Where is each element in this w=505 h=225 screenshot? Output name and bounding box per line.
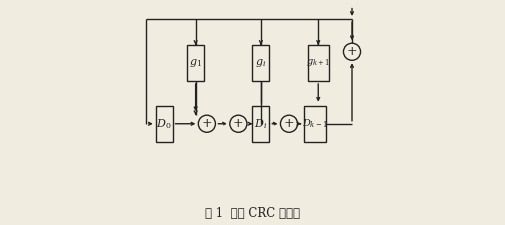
Text: $g_1$: $g_1$ <box>189 57 201 69</box>
Text: $g_{k+1}$: $g_{k+1}$ <box>306 58 330 68</box>
Text: 图 1  串行 CRC 编码器: 图 1 串行 CRC 编码器 <box>205 207 300 220</box>
Circle shape <box>343 43 360 60</box>
Text: $D_0$: $D_0$ <box>156 117 172 131</box>
Bar <box>156 106 172 142</box>
Circle shape <box>280 115 297 132</box>
Bar <box>252 106 269 142</box>
Text: $D_i$: $D_i$ <box>254 117 267 131</box>
Bar <box>252 45 269 81</box>
Bar <box>187 45 204 81</box>
Text: +: + <box>346 45 357 58</box>
Text: +: + <box>201 117 212 130</box>
Bar <box>307 45 328 81</box>
Text: $D_{k-1}$: $D_{k-1}$ <box>301 117 327 130</box>
Text: +: + <box>233 117 243 130</box>
Bar <box>304 106 325 142</box>
Text: $g_i$: $g_i$ <box>255 57 266 69</box>
Text: +: + <box>283 117 294 130</box>
Circle shape <box>198 115 215 132</box>
Circle shape <box>229 115 246 132</box>
